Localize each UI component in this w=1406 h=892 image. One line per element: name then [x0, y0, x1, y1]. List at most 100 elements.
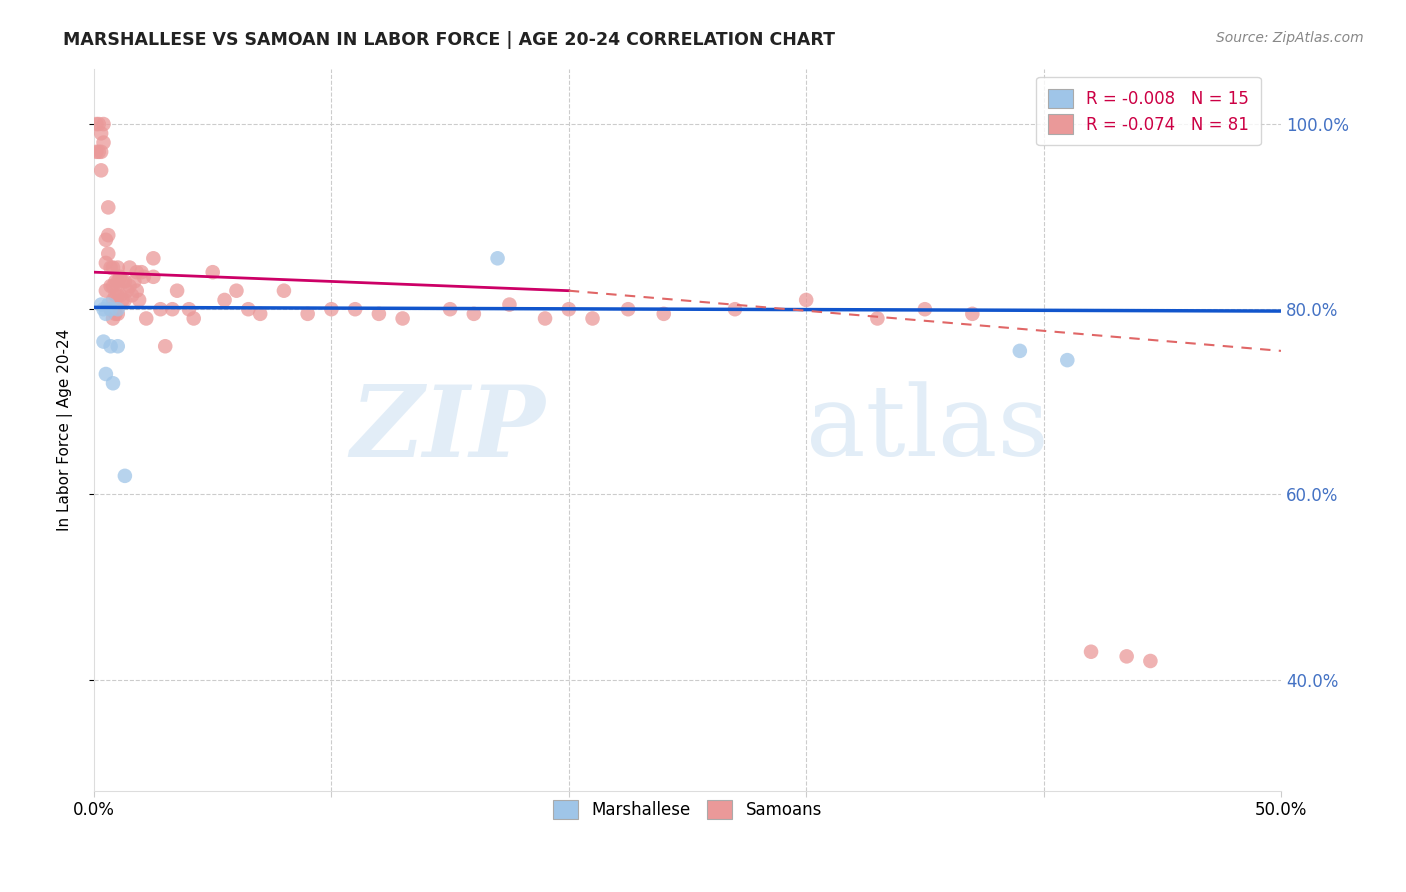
Point	[1139, 654, 1161, 668]
Point	[498, 297, 520, 311]
Point	[162, 302, 184, 317]
Point	[90, 126, 112, 140]
Point	[962, 307, 984, 321]
Text: Source: ZipAtlas.com: Source: ZipAtlas.com	[1216, 31, 1364, 45]
Point	[107, 275, 129, 289]
Point	[100, 260, 122, 275]
Point	[100, 302, 122, 317]
Point	[108, 269, 131, 284]
Point	[97, 200, 120, 214]
Point	[118, 260, 141, 275]
Point	[87, 117, 110, 131]
Point	[149, 302, 172, 317]
Point	[463, 307, 485, 321]
Point	[1080, 645, 1102, 659]
Point	[439, 302, 461, 317]
Point	[914, 302, 936, 317]
Point	[117, 284, 139, 298]
Point	[100, 279, 122, 293]
Point	[93, 136, 115, 150]
Point	[101, 279, 124, 293]
Point	[118, 279, 141, 293]
Point	[90, 163, 112, 178]
Point	[97, 228, 120, 243]
Point	[114, 468, 136, 483]
Point	[214, 293, 236, 307]
Point	[724, 302, 747, 317]
Point	[107, 307, 129, 321]
Point	[238, 302, 260, 317]
Point	[367, 307, 389, 321]
Text: ZIP: ZIP	[350, 381, 546, 478]
Point	[558, 302, 581, 317]
Point	[100, 339, 122, 353]
Point	[104, 275, 127, 289]
Point	[486, 252, 509, 266]
Point	[177, 302, 200, 317]
Point	[107, 339, 129, 353]
Point	[155, 339, 177, 353]
Point	[1115, 649, 1137, 664]
Point	[344, 302, 367, 317]
Point	[166, 284, 188, 298]
Point	[94, 233, 117, 247]
Point	[128, 293, 150, 307]
Point	[107, 302, 129, 317]
Legend: Marshallese, Samoans: Marshallese, Samoans	[547, 793, 828, 826]
Point	[132, 269, 155, 284]
Point	[142, 269, 165, 284]
Point	[111, 275, 134, 289]
Point	[114, 293, 136, 307]
Point	[866, 311, 889, 326]
Point	[97, 297, 120, 311]
Point	[101, 311, 124, 326]
Point	[108, 288, 131, 302]
Point	[135, 311, 157, 326]
Point	[321, 302, 343, 317]
Point	[534, 311, 557, 326]
Point	[86, 117, 108, 131]
Text: atlas: atlas	[806, 382, 1049, 477]
Point	[94, 284, 117, 298]
Point	[794, 293, 817, 307]
Point	[93, 302, 115, 317]
Point	[225, 284, 247, 298]
Point	[249, 307, 271, 321]
Point	[100, 302, 122, 317]
Point	[652, 307, 675, 321]
Point	[183, 311, 205, 326]
Point	[1008, 343, 1031, 358]
Point	[101, 260, 124, 275]
Point	[104, 307, 127, 321]
Point	[94, 307, 117, 321]
Y-axis label: In Labor Force | Age 20-24: In Labor Force | Age 20-24	[58, 328, 73, 531]
Point	[121, 288, 143, 302]
Text: MARSHALLESE VS SAMOAN IN LABOR FORCE | AGE 20-24 CORRELATION CHART: MARSHALLESE VS SAMOAN IN LABOR FORCE | A…	[63, 31, 835, 49]
Point	[107, 288, 129, 302]
Point	[101, 376, 124, 391]
Point	[297, 307, 319, 321]
Point	[201, 265, 224, 279]
Point	[104, 288, 127, 302]
Point	[617, 302, 640, 317]
Point	[93, 117, 115, 131]
Point	[90, 297, 112, 311]
Point	[94, 256, 117, 270]
Point	[101, 293, 124, 307]
Point	[87, 145, 110, 159]
Point	[581, 311, 603, 326]
Point	[90, 145, 112, 159]
Point	[125, 265, 148, 279]
Point	[111, 293, 134, 307]
Point	[1056, 353, 1078, 368]
Point	[124, 275, 146, 289]
Point	[131, 265, 153, 279]
Point	[391, 311, 413, 326]
Point	[114, 275, 136, 289]
Point	[94, 367, 117, 381]
Point	[125, 284, 148, 298]
Point	[86, 145, 108, 159]
Point	[93, 334, 115, 349]
Point	[273, 284, 295, 298]
Point	[97, 246, 120, 260]
